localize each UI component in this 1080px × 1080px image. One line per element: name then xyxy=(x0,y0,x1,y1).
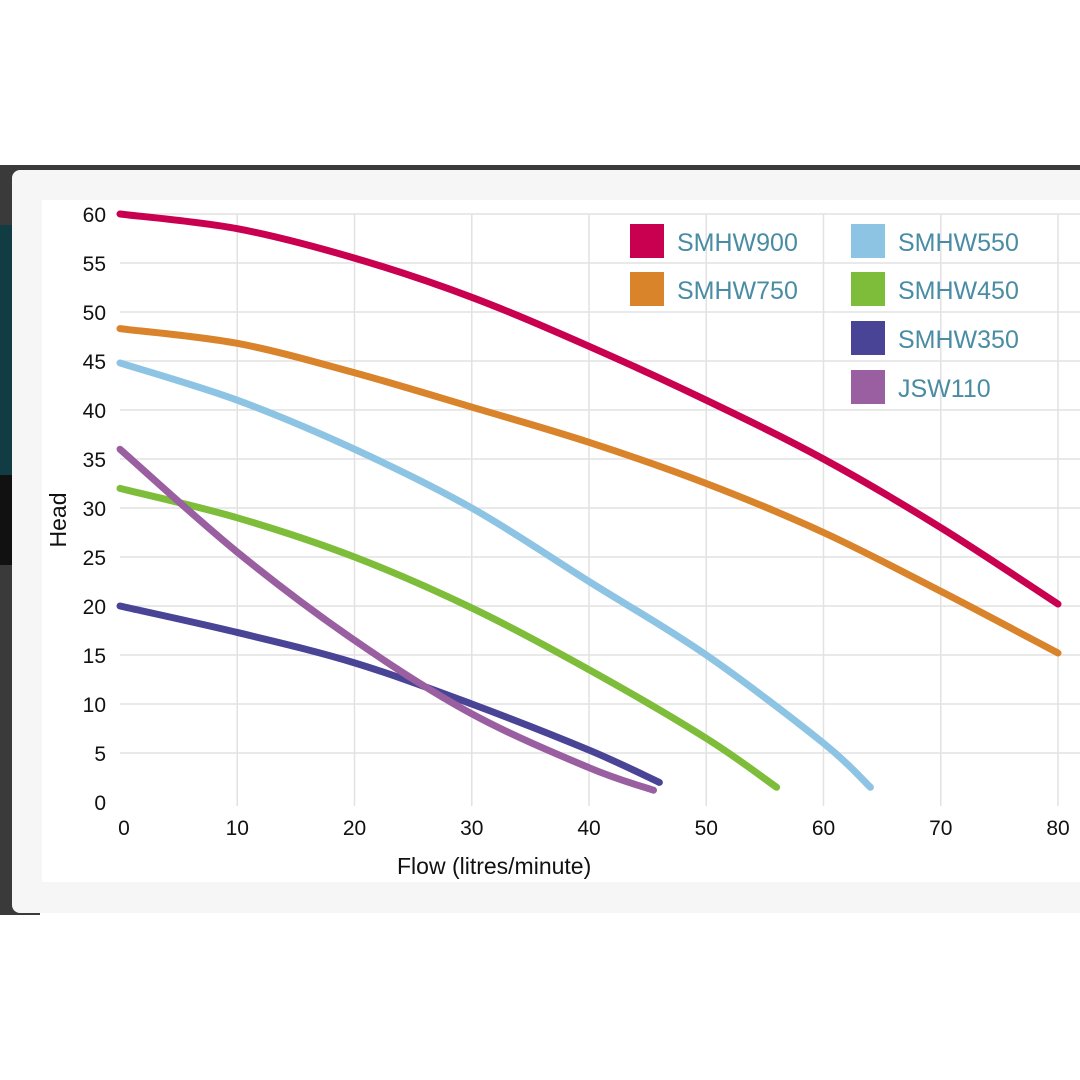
x-tick-label: 40 xyxy=(577,817,600,840)
y-tick-label: 55 xyxy=(83,253,106,276)
y-tick-label: 10 xyxy=(83,694,106,717)
legend-item-smhw900: SMHW900 xyxy=(630,224,798,258)
legend-swatch xyxy=(851,321,885,355)
background-window-edge xyxy=(0,165,1080,173)
chart-card xyxy=(42,200,1080,882)
y-tick-label: 20 xyxy=(83,596,106,619)
legend-label: SMHW350 xyxy=(898,326,1019,354)
series-line-jsw110 xyxy=(116,445,657,794)
y-tick-label: 25 xyxy=(83,547,106,570)
x-tick-label: 20 xyxy=(343,817,366,840)
x-tick-label: 0 xyxy=(118,817,130,840)
x-tick-label: 50 xyxy=(695,817,718,840)
y-tick-label: 45 xyxy=(83,351,106,374)
y-tick-label: 35 xyxy=(83,449,106,472)
legend-swatch xyxy=(630,272,664,306)
legend-label: SMHW550 xyxy=(898,229,1019,257)
legend-item-smhw350: SMHW350 xyxy=(851,321,1019,355)
legend-label: SMHW900 xyxy=(677,229,798,257)
legend-label: SMHW750 xyxy=(677,277,798,305)
x-tick-label: 80 xyxy=(1046,817,1069,840)
y-tick-label: 0 xyxy=(94,792,106,815)
y-tick-label: 40 xyxy=(83,400,106,423)
y-tick-label: 50 xyxy=(83,302,106,325)
legend-label: SMHW450 xyxy=(898,277,1019,305)
legend-item-smhw750: SMHW750 xyxy=(630,272,798,306)
series-line-smhw550 xyxy=(116,359,874,791)
legend-item-smhw550: SMHW550 xyxy=(851,224,1019,258)
series-lines xyxy=(116,210,1062,794)
series-line-smhw750 xyxy=(116,325,1062,657)
x-axis-ticks: 0 10 20 30 40 50 60 70 80 xyxy=(118,817,1070,840)
x-tick-label: 70 xyxy=(929,817,952,840)
x-tick-label: 10 xyxy=(226,817,249,840)
legend-label: JSW110 xyxy=(898,375,991,403)
y-tick-label: 30 xyxy=(83,498,106,521)
legend: SMHW900 SMHW750 SMHW550 SMHW450 SMHW350 JSW11… xyxy=(630,224,1019,404)
legend-swatch xyxy=(851,224,885,258)
series-line-smhw350 xyxy=(116,602,663,786)
series-line-smhw450 xyxy=(116,484,781,791)
x-tick-label: 30 xyxy=(460,817,483,840)
legend-swatch xyxy=(851,272,885,306)
legend-item-smhw450: SMHW450 xyxy=(851,272,1019,306)
x-axis-label: Flow (litres/minute) xyxy=(397,853,591,879)
y-axis-label: Head xyxy=(45,493,71,548)
y-tick-label: 60 xyxy=(83,204,106,227)
y-tick-label: 15 xyxy=(83,645,106,668)
series-line-smhw900 xyxy=(116,210,1062,608)
x-tick-label: 60 xyxy=(812,817,835,840)
legend-swatch xyxy=(630,224,664,258)
legend-swatch xyxy=(851,370,885,404)
y-axis-ticks: 0 5 10 15 20 25 30 35 40 45 50 55 60 xyxy=(83,204,106,815)
legend-item-jsw110: JSW110 xyxy=(851,370,991,404)
y-tick-label: 5 xyxy=(94,743,106,766)
